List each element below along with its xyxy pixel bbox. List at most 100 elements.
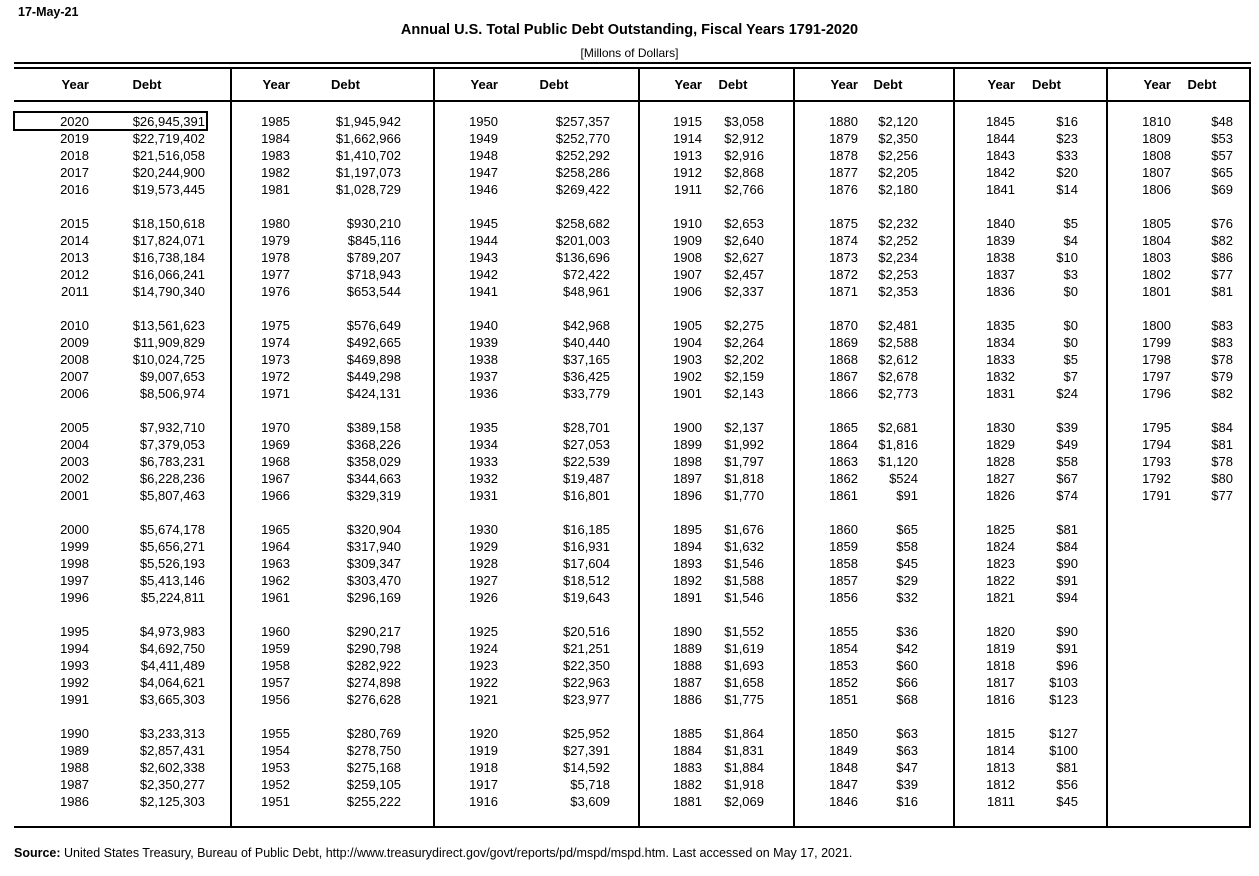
- table-row: 1848 $47: [795, 759, 953, 776]
- column-header-year: Year: [987, 77, 1015, 92]
- debt-cell: $36: [896, 624, 918, 639]
- debt-cell: $69: [1211, 182, 1233, 197]
- year-cell: 2006: [60, 386, 89, 401]
- table-row: 1872 $2,253: [795, 266, 953, 283]
- year-cell: 1966: [261, 488, 290, 503]
- year-cell: 1808: [1142, 148, 1171, 163]
- debt-cell: $201,003: [555, 233, 610, 248]
- year-cell: 1842: [986, 165, 1015, 180]
- year-cell: 1947: [469, 165, 498, 180]
- debt-cell: $16,931: [563, 539, 610, 554]
- debt-cell: $5,224,811: [140, 590, 205, 605]
- blank-spacer-row: [435, 402, 638, 419]
- debt-cell: $290,798: [346, 641, 401, 656]
- column-header-row: Year Debt: [640, 69, 793, 102]
- year-cell: 1818: [986, 658, 1015, 673]
- debt-cell: $2,275: [724, 318, 764, 333]
- year-cell: 2002: [60, 471, 89, 486]
- debt-cell: $4,411,489: [140, 658, 205, 673]
- year-cell: 1897: [673, 471, 702, 486]
- debt-cell: $524: [889, 471, 918, 486]
- table-row: 1944 $201,003: [435, 232, 638, 249]
- debt-cell: $2,912: [724, 131, 764, 146]
- year-cell: 1929: [469, 539, 498, 554]
- debt-cell: $258,682: [555, 216, 610, 231]
- table-row: 1867 $2,678: [795, 368, 953, 385]
- table-row: 2005 $7,932,710: [14, 419, 230, 436]
- table-row: 1982 $1,197,073: [232, 164, 433, 181]
- year-cell: 1932: [469, 471, 498, 486]
- year-cell: 1909: [673, 233, 702, 248]
- table-row: 1888 $1,693: [640, 657, 793, 674]
- year-cell: 1821: [986, 590, 1015, 605]
- table-column-body: 1985 $1,945,942 1984 $1,662,966 1983 $1,410,7…: [232, 102, 433, 826]
- debt-cell: $4: [1063, 233, 1078, 248]
- debt-cell: $82: [1211, 386, 1233, 401]
- debt-cell: $8,506,974: [139, 386, 205, 401]
- table-row: 2009 $11,909,829: [14, 334, 230, 351]
- table-row: 1823 $90: [955, 555, 1106, 572]
- debt-cell: $72,422: [563, 267, 610, 282]
- debt-cell: $2,678: [878, 369, 918, 384]
- year-cell: 1822: [986, 573, 1015, 588]
- year-cell: 1877: [829, 165, 858, 180]
- year-cell: 2009: [60, 335, 89, 350]
- year-cell: 1944: [469, 233, 498, 248]
- debt-cell: $424,131: [346, 386, 401, 401]
- year-cell: 1970: [261, 420, 290, 435]
- debt-cell: $320,904: [346, 522, 401, 537]
- year-cell: 1984: [261, 131, 290, 146]
- debt-cell: $789,207: [346, 250, 401, 265]
- year-cell: 1990: [60, 726, 89, 741]
- year-cell: 2007: [60, 369, 89, 384]
- debt-cell: $20,516: [563, 624, 610, 639]
- column-header-debt: Debt: [539, 77, 569, 92]
- debt-cell: $81: [1056, 760, 1078, 775]
- table-row: 1851 $68: [795, 691, 953, 708]
- table-row: 1821 $94: [955, 589, 1106, 606]
- table-row: 1877 $2,205: [795, 164, 953, 181]
- year-cell: 1862: [829, 471, 858, 486]
- blank-spacer-row: [14, 402, 230, 419]
- year-cell: 1985: [261, 114, 290, 129]
- column-header-year: Year: [470, 77, 498, 92]
- year-cell: 1866: [829, 386, 858, 401]
- table-row: 1969 $368,226: [232, 436, 433, 453]
- year-cell: 1945: [469, 216, 498, 231]
- debt-cell: $68: [896, 692, 918, 707]
- debt-cell: $3,233,313: [139, 726, 205, 741]
- debt-cell: $13,561,623: [132, 318, 205, 333]
- table-row: 1902 $2,159: [640, 368, 793, 385]
- table-row: 1919 $27,391: [435, 742, 638, 759]
- year-cell: 1869: [829, 335, 858, 350]
- debt-cell: $344,663: [346, 471, 401, 486]
- table-row: 1860 $65: [795, 521, 953, 538]
- debt-cell: $2,253: [878, 267, 918, 282]
- debt-cell: $5,718: [570, 777, 610, 792]
- table-row: 2011 $14,790,340: [14, 283, 230, 300]
- debt-cell: $282,922: [346, 658, 401, 673]
- column-header-year: Year: [262, 77, 290, 92]
- debt-cell: $845,116: [347, 233, 401, 248]
- table-row: 2008 $10,024,725: [14, 351, 230, 368]
- debt-cell: $1,546: [724, 590, 764, 605]
- table-row: 1881 $2,069: [640, 793, 793, 810]
- debt-cell: $22,963: [563, 675, 610, 690]
- year-cell: 1940: [469, 318, 498, 333]
- debt-cell: $5: [1063, 216, 1078, 231]
- debt-cell: $7: [1063, 369, 1078, 384]
- column-header-year: Year: [61, 77, 89, 92]
- year-cell: 1881: [673, 794, 702, 809]
- year-cell: 1830: [986, 420, 1015, 435]
- table-row: 1909 $2,640: [640, 232, 793, 249]
- table-row: 1835 $0: [955, 317, 1106, 334]
- year-cell: 1920: [469, 726, 498, 741]
- debt-cell: $91: [1056, 573, 1078, 588]
- debt-cell: $33: [1056, 148, 1078, 163]
- debt-cell: $48,961: [563, 284, 610, 299]
- year-cell: 1792: [1142, 471, 1171, 486]
- year-cell: 1991: [60, 692, 89, 707]
- table-row: 1936 $33,779: [435, 385, 638, 402]
- year-cell: 1921: [469, 692, 498, 707]
- table-row: 1817 $103: [955, 674, 1106, 691]
